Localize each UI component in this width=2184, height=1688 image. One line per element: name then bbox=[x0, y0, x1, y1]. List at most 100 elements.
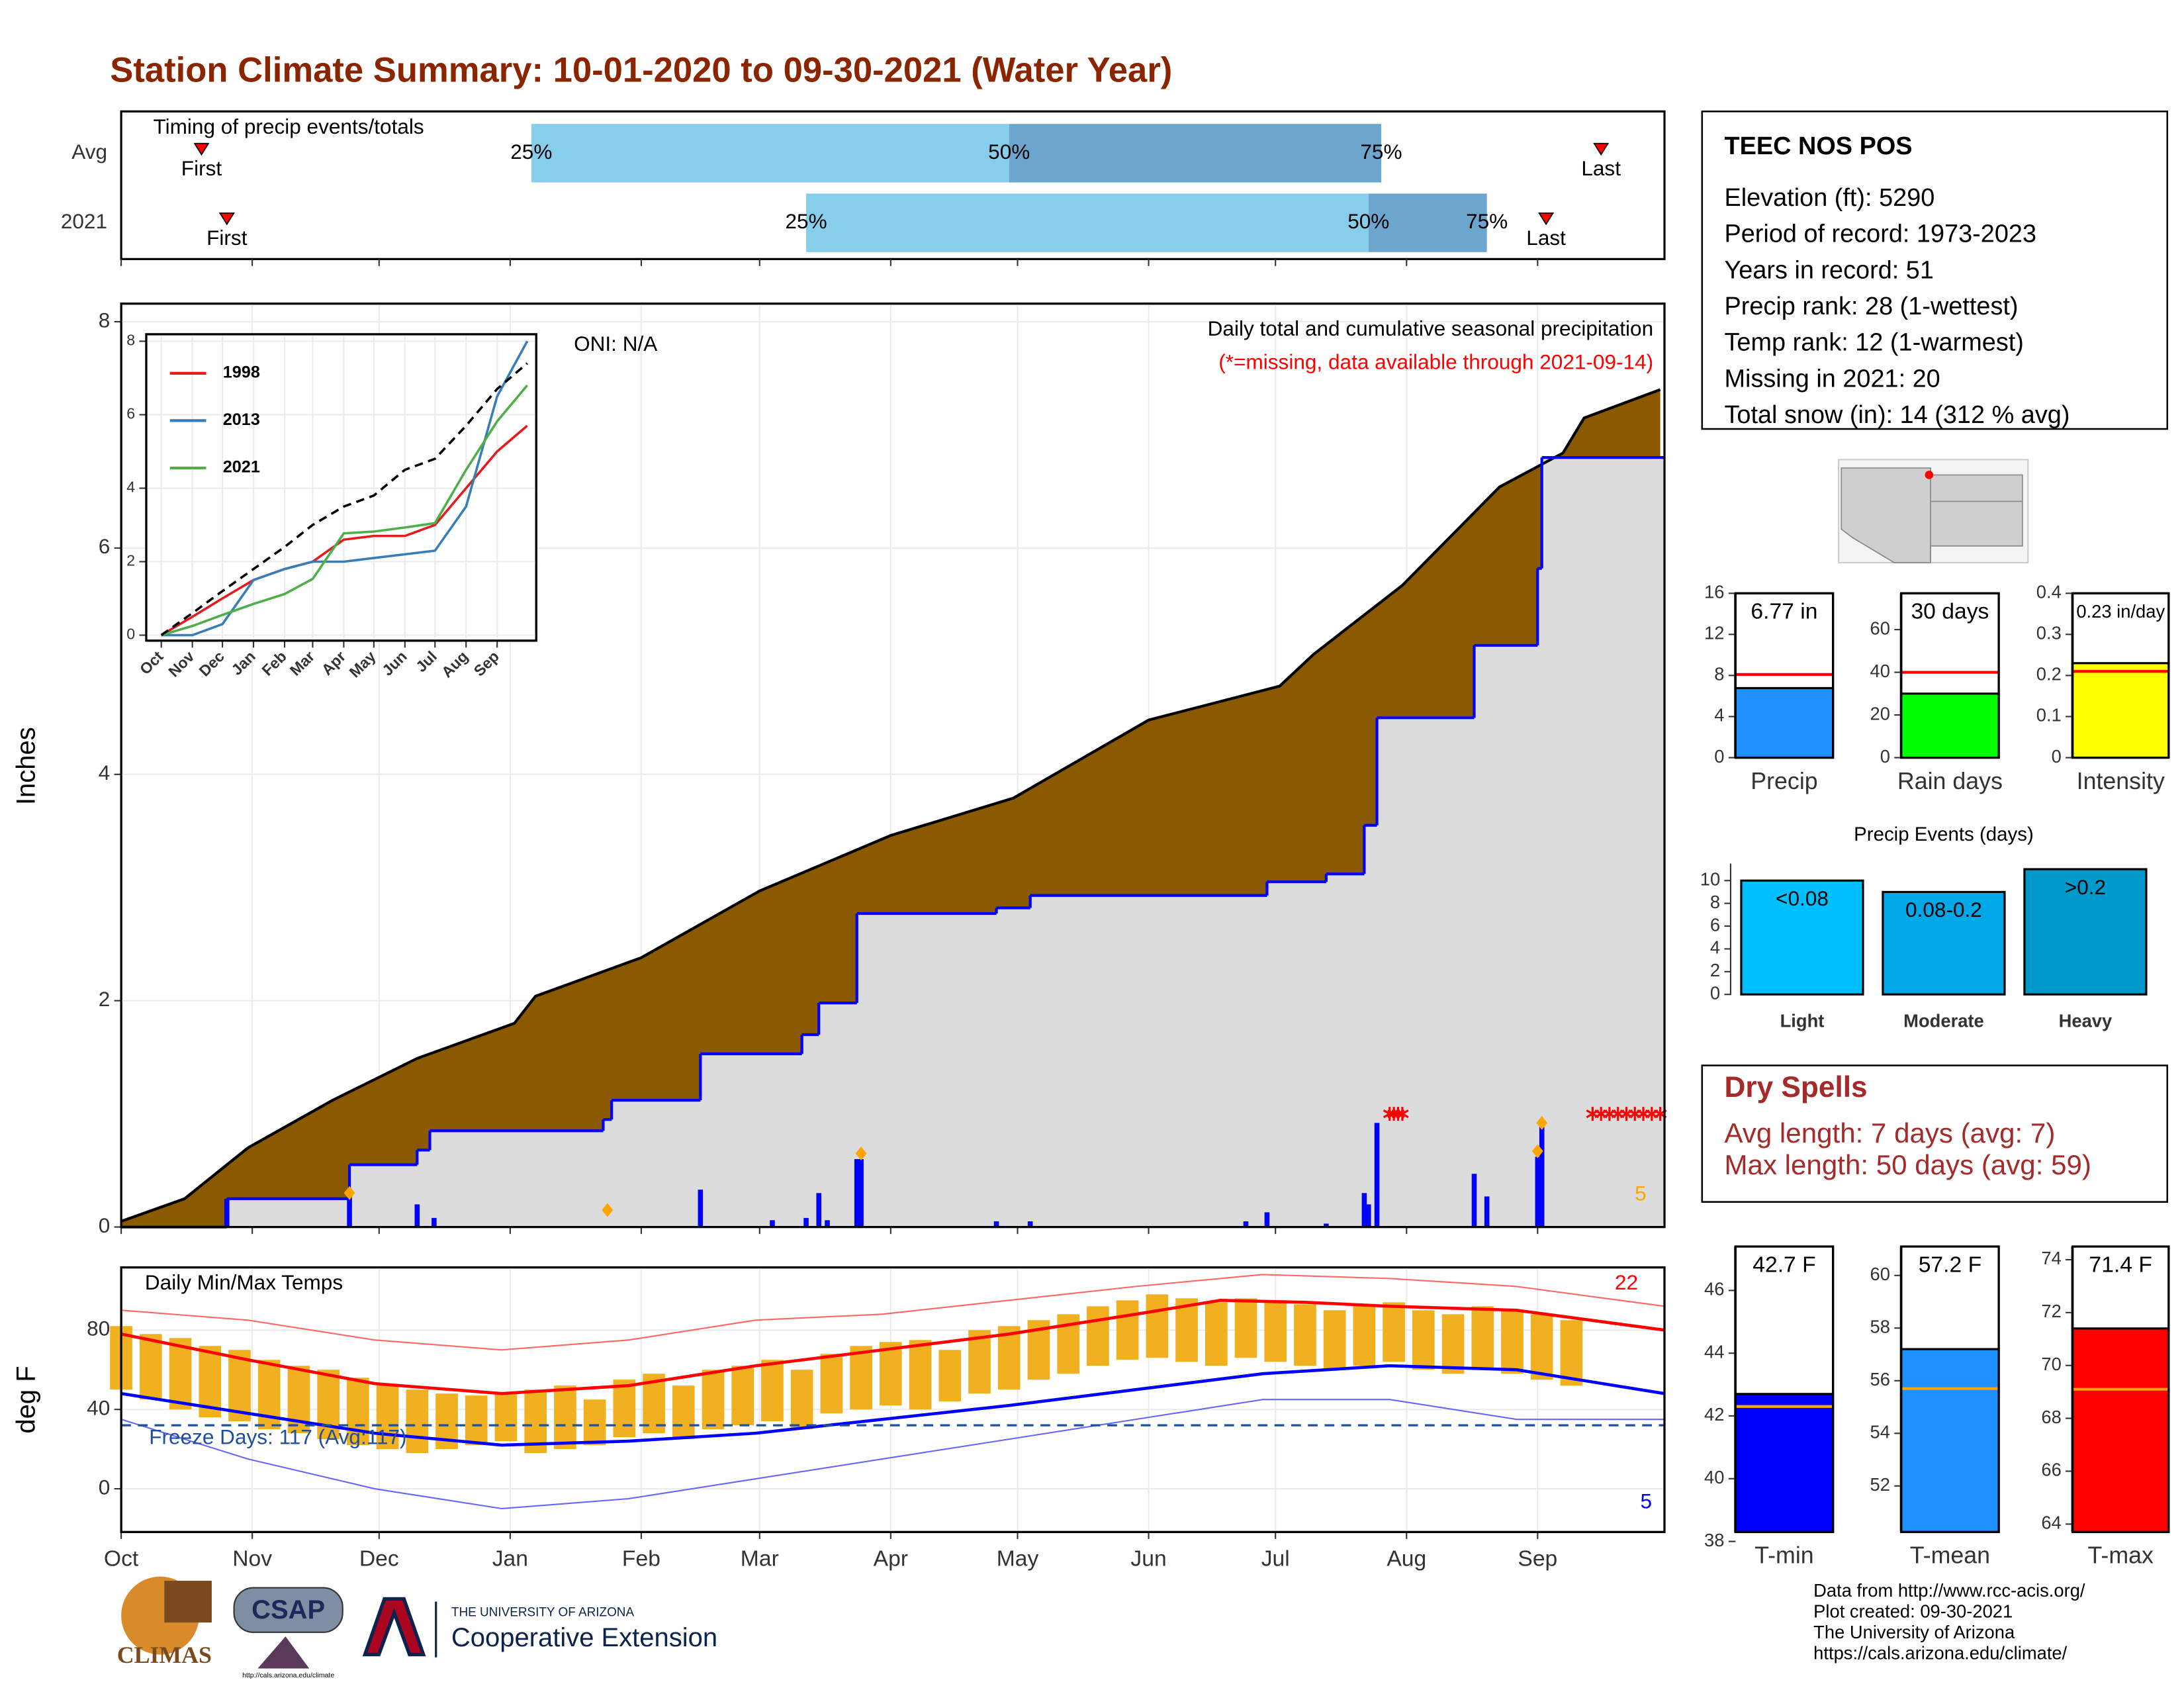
daily-bar bbox=[1471, 1174, 1477, 1227]
category-label: Moderate bbox=[1903, 1011, 1984, 1031]
daily-range bbox=[1471, 1306, 1494, 1370]
panel-frame bbox=[145, 333, 537, 642]
bin-label: <0.08 bbox=[1776, 886, 1829, 910]
y-tick-label: 70 bbox=[2041, 1354, 2061, 1374]
y-tick-label: 6 bbox=[126, 405, 135, 422]
y-tick-label: 0 bbox=[99, 1213, 111, 1237]
csap-cloud bbox=[233, 1587, 343, 1633]
y-tick-label: 40 bbox=[87, 1396, 110, 1420]
timing-marker bbox=[1593, 142, 1610, 156]
climas-logo-block bbox=[164, 1580, 212, 1623]
bar bbox=[1882, 890, 2006, 996]
y-tick-label: 68 bbox=[2041, 1407, 2061, 1427]
daily-range bbox=[406, 1389, 429, 1454]
value-label: 57.2 F bbox=[1919, 1252, 1981, 1277]
series-line bbox=[120, 1299, 1665, 1395]
daily-range bbox=[938, 1350, 962, 1402]
bar bbox=[1900, 692, 2000, 759]
category-label: Rain days bbox=[1897, 768, 2003, 794]
quantile-label: 25% bbox=[510, 140, 552, 164]
y-tick-label: 0.3 bbox=[2036, 623, 2062, 643]
y-tick-label: 44 bbox=[1704, 1341, 1724, 1362]
quantile-bar bbox=[531, 124, 1009, 183]
panel-frame bbox=[120, 1266, 1666, 1533]
panel-frame bbox=[1900, 592, 2000, 759]
daily-bar bbox=[1365, 1204, 1371, 1227]
annotation: (*=missing, data available through 2021-… bbox=[1218, 350, 1653, 373]
daily-range bbox=[1441, 1314, 1465, 1374]
bar bbox=[1740, 879, 1864, 996]
y-tick-label: 0 bbox=[99, 1475, 111, 1499]
daily-range bbox=[1383, 1302, 1405, 1362]
daily-bar bbox=[770, 1220, 775, 1227]
daily-bar bbox=[432, 1217, 437, 1227]
daily-range bbox=[909, 1340, 932, 1410]
bin-label: >0.2 bbox=[2065, 875, 2106, 899]
series-line bbox=[161, 384, 529, 637]
station-line: Total snow (in): 14 (312 % avg) bbox=[1724, 401, 2070, 429]
annotation: Daily Min/Max Temps bbox=[145, 1270, 343, 1294]
daily-range bbox=[139, 1334, 162, 1400]
y-tick-label: 2 bbox=[126, 552, 135, 569]
daily-range bbox=[731, 1366, 754, 1426]
y-tick-label: 42 bbox=[1704, 1404, 1724, 1425]
extension-text: Cooperative Extension bbox=[451, 1623, 717, 1652]
y-tick-label: 72 bbox=[2041, 1301, 2061, 1321]
daily-range bbox=[1294, 1304, 1316, 1366]
timing-marker bbox=[218, 212, 235, 226]
timing-marker bbox=[193, 142, 210, 156]
category-label: Precip bbox=[1751, 768, 1817, 794]
daily-range bbox=[1323, 1310, 1346, 1370]
panel-frame bbox=[1734, 592, 1835, 759]
y-tick-label: 0 bbox=[2052, 746, 2062, 767]
daily-bar bbox=[1484, 1196, 1490, 1227]
y-tick-label: 10 bbox=[1700, 868, 1720, 889]
marker-label: Last bbox=[1581, 156, 1621, 180]
daily-range bbox=[1501, 1310, 1524, 1374]
daily-range bbox=[997, 1326, 1021, 1390]
station-line: Period of record: 1973-2023 bbox=[1724, 220, 2036, 248]
value-label: 0.23 in/day bbox=[2076, 601, 2165, 622]
legend-label: 1998 bbox=[223, 363, 260, 382]
daily-bar bbox=[698, 1190, 704, 1227]
y-tick-label: 56 bbox=[1870, 1369, 1890, 1389]
value-label: 42.7 F bbox=[1752, 1252, 1815, 1277]
footer-line: The University of Arizona bbox=[1813, 1622, 2015, 1642]
y-tick-label: 6 bbox=[1710, 914, 1720, 935]
y-tick-label: 54 bbox=[1870, 1422, 1890, 1442]
footer-line: https://cals.arizona.edu/climate/ bbox=[1813, 1643, 2067, 1664]
daily-bar bbox=[825, 1220, 830, 1227]
annotation: 5 bbox=[1635, 1182, 1647, 1205]
legend-label: 2013 bbox=[223, 410, 260, 429]
daily-range bbox=[1353, 1306, 1376, 1366]
station-line: Temp rank: 12 (1-warmest) bbox=[1724, 329, 2023, 357]
panel-title: Timing of precip events/totals bbox=[154, 115, 424, 138]
y-tick-label: 60 bbox=[1870, 1264, 1890, 1284]
x-tick-label: Dec bbox=[359, 1546, 399, 1571]
daily-bar bbox=[1535, 1156, 1541, 1227]
x-tick-label: Jan bbox=[492, 1546, 528, 1571]
quantile-label: 50% bbox=[988, 140, 1030, 164]
annotation: ONI: N/A bbox=[574, 332, 657, 355]
daily-range bbox=[1087, 1306, 1109, 1366]
dry-spell-line: Max length: 50 days (avg: 59) bbox=[1724, 1149, 2091, 1180]
legend-label: 2021 bbox=[223, 458, 260, 477]
x-tick-label: Apr bbox=[874, 1546, 908, 1571]
daily-bar bbox=[1374, 1123, 1380, 1227]
y-tick-label: 80 bbox=[87, 1317, 110, 1340]
station-dot bbox=[1925, 471, 1934, 479]
panel-title: Precip Events (days) bbox=[1854, 823, 2034, 845]
climas-text: CLIMAS bbox=[117, 1642, 212, 1668]
value-label: 71.4 F bbox=[2089, 1252, 2152, 1277]
dry-spell-box bbox=[1701, 1064, 2169, 1203]
bar bbox=[2023, 868, 2148, 996]
series-line bbox=[120, 1364, 1665, 1447]
daily-bar bbox=[347, 1196, 352, 1227]
x-tick-label: Jun bbox=[1130, 1546, 1166, 1571]
csap-url: http://cals.arizona.edu/climate bbox=[242, 1671, 334, 1679]
missing-stroke bbox=[1396, 1109, 1409, 1119]
daily-range bbox=[376, 1385, 399, 1450]
daily-bar bbox=[993, 1221, 999, 1227]
y-tick-label: 20 bbox=[1870, 703, 1890, 724]
daily-range bbox=[1146, 1294, 1169, 1358]
